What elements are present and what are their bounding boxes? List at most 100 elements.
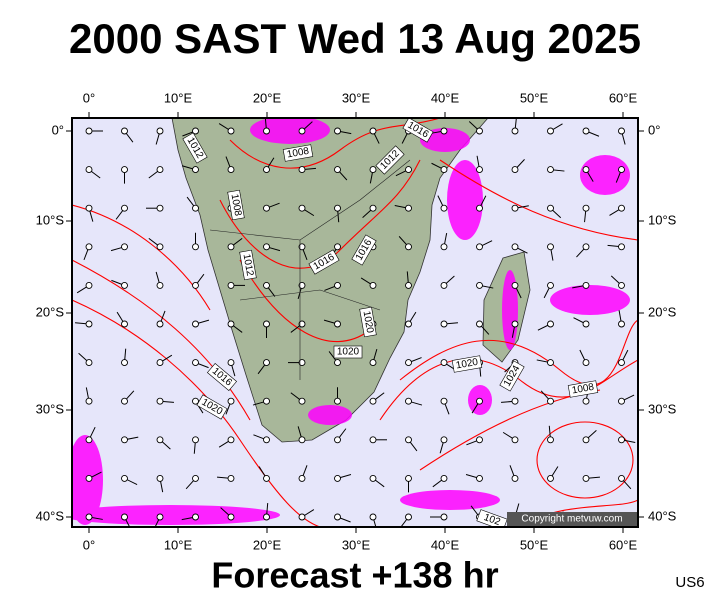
wind-station [85, 474, 93, 482]
wind-station [405, 397, 412, 405]
isobar-label: 1008 [229, 193, 244, 217]
wind-station [582, 474, 590, 482]
wind-station [192, 513, 199, 521]
wind-station [85, 359, 93, 367]
wind-station [440, 397, 448, 405]
wind-station [227, 474, 235, 482]
wind-station [440, 474, 448, 482]
wind-station [476, 243, 483, 251]
wind-station [85, 166, 93, 174]
isobar-label-bg [196, 394, 228, 420]
wind-station [618, 127, 625, 135]
wind-station [227, 359, 235, 367]
isobar-label-group: 1020 [451, 355, 483, 373]
bottom-tick-label: 30°E [342, 537, 371, 552]
wind-station [192, 397, 199, 405]
wind-station [227, 320, 235, 328]
wind-station [476, 474, 483, 482]
wind-station [298, 397, 306, 405]
wind-station [192, 359, 199, 367]
top-tick-label: 0° [83, 90, 95, 105]
wind-station [298, 474, 306, 482]
wind-station [227, 127, 235, 135]
isobar-label-bg [402, 118, 434, 143]
wind-station [156, 281, 164, 289]
wind-station [121, 397, 128, 405]
wind-station [121, 320, 128, 328]
wind-station [476, 397, 483, 405]
wind-station [547, 320, 554, 328]
wind-station [263, 204, 270, 212]
wind-station [369, 166, 377, 174]
wind-station [547, 359, 554, 367]
top-tick-label: 10°E [164, 90, 193, 105]
wind-station [156, 474, 164, 482]
right-tick-label: 0° [648, 122, 660, 137]
wind-station [334, 127, 341, 135]
isobar-label-group: 1020 [359, 306, 377, 338]
wind-station [263, 474, 270, 482]
wind-station [263, 359, 270, 367]
wind-station [334, 397, 341, 405]
isobar-label-bg [567, 380, 599, 398]
wind-station [156, 359, 164, 367]
wind-station [121, 359, 128, 367]
isobar-label-bg [182, 132, 208, 164]
wind-station [227, 397, 235, 405]
precipitation [72, 118, 630, 525]
wind-station [547, 204, 554, 212]
wind-station [121, 474, 128, 482]
wind-station [369, 474, 377, 482]
wind-station [405, 320, 412, 328]
wind-station [405, 243, 412, 251]
wind-station [582, 243, 590, 251]
wind-station [298, 204, 306, 212]
isobar-label-group: 1008 [567, 380, 599, 398]
wind-station [618, 397, 625, 405]
wind-station [547, 243, 554, 251]
wind-station [511, 320, 519, 328]
right-tick-label: 10°S [648, 212, 677, 227]
wind-station [582, 359, 590, 367]
wind-station [618, 359, 625, 367]
left-tick-label: 40°S [36, 508, 65, 523]
wind-station [405, 166, 412, 174]
isobar-label-bg [227, 189, 245, 221]
wind-station [511, 243, 519, 251]
wind-station [547, 474, 554, 482]
bottom-tick-label: 20°E [253, 537, 282, 552]
right-tick-label: 40°S [648, 508, 677, 523]
wind-station [582, 281, 590, 289]
wind-station [298, 359, 306, 367]
wind-station [121, 281, 128, 289]
wind-station [334, 436, 341, 444]
wind-station [618, 204, 625, 212]
isobar-label: 1008 [571, 382, 595, 397]
wind-station [227, 436, 235, 444]
bottom-tick-label: 40°E [431, 537, 460, 552]
isobar-label: 1020 [361, 310, 376, 334]
footer-code: US6 [675, 574, 704, 591]
wind-station [369, 397, 377, 405]
wind-station [334, 281, 341, 289]
wind-station [192, 243, 199, 251]
wind-station [440, 243, 448, 251]
wind-station [156, 513, 164, 521]
top-tick-label: 60°E [609, 90, 638, 105]
wind-station [298, 320, 306, 328]
isobar-label-bg [282, 144, 314, 162]
wind-station [334, 166, 341, 174]
wind-station [582, 166, 590, 174]
wind-station [85, 436, 93, 444]
wind-station [156, 436, 164, 444]
wind-station [405, 204, 412, 212]
wind-station [511, 474, 519, 482]
isobar-label: 1008 [286, 146, 310, 161]
wind-station [298, 281, 306, 289]
isobar-label-bg [333, 345, 363, 359]
wind-station [85, 281, 93, 289]
isobar-label-bg [351, 234, 377, 266]
wind-station [263, 320, 270, 328]
isobar-label: 102 [482, 512, 502, 528]
wind-station [192, 204, 199, 212]
